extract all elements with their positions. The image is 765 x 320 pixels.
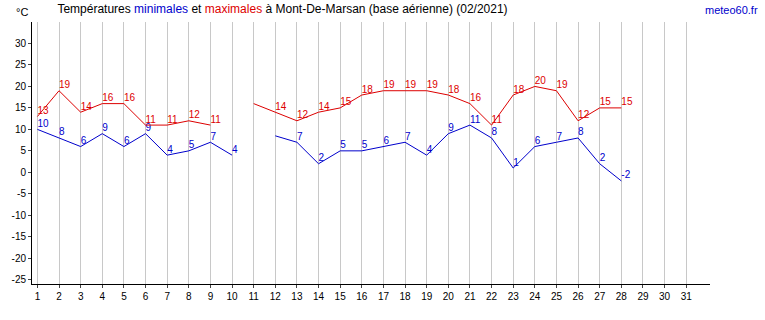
svg-text:meteo60.fr: meteo60.fr <box>705 4 758 16</box>
svg-text:15: 15 <box>335 291 347 302</box>
svg-text:25: 25 <box>15 59 27 70</box>
svg-text:4: 4 <box>167 144 173 155</box>
svg-text:12: 12 <box>297 109 309 120</box>
svg-text:10: 10 <box>226 291 238 302</box>
svg-text:16: 16 <box>102 92 114 103</box>
svg-text:7: 7 <box>210 131 216 142</box>
svg-text:8: 8 <box>492 126 498 137</box>
svg-text:15: 15 <box>621 96 633 107</box>
svg-text:0: 0 <box>20 167 26 178</box>
svg-text:9: 9 <box>146 122 152 133</box>
svg-text:19: 19 <box>421 291 433 302</box>
svg-text:5: 5 <box>121 291 127 302</box>
svg-text:14: 14 <box>81 101 93 112</box>
svg-text:15: 15 <box>600 96 612 107</box>
svg-text:4: 4 <box>100 291 106 302</box>
svg-text:1: 1 <box>35 291 41 302</box>
svg-text:20: 20 <box>443 291 455 302</box>
svg-text:-2: -2 <box>621 169 630 180</box>
svg-text:18: 18 <box>448 84 460 95</box>
svg-text:19: 19 <box>405 79 417 90</box>
svg-text:5: 5 <box>189 139 195 150</box>
svg-text:5: 5 <box>340 139 346 150</box>
svg-text:6: 6 <box>535 135 541 146</box>
svg-text:2: 2 <box>319 152 325 163</box>
svg-text:20: 20 <box>15 81 27 92</box>
svg-text:20: 20 <box>535 75 547 86</box>
svg-text:-5: -5 <box>17 188 26 199</box>
svg-text:3: 3 <box>78 291 84 302</box>
svg-text:13: 13 <box>37 105 49 116</box>
svg-text:6: 6 <box>383 135 389 146</box>
svg-text:7: 7 <box>405 131 411 142</box>
svg-text:°C: °C <box>16 6 28 18</box>
svg-text:14: 14 <box>313 291 325 302</box>
svg-text:19: 19 <box>383 79 395 90</box>
svg-text:24: 24 <box>529 291 541 302</box>
svg-text:14: 14 <box>319 101 331 112</box>
svg-text:16: 16 <box>356 291 368 302</box>
svg-text:-15: -15 <box>12 231 27 242</box>
svg-text:Températures minimales et maxi: Températures minimales et maximales à Mo… <box>57 2 507 16</box>
svg-text:9: 9 <box>208 291 214 302</box>
svg-text:11: 11 <box>248 291 259 302</box>
svg-text:-25: -25 <box>12 274 27 285</box>
svg-text:21: 21 <box>464 291 476 302</box>
svg-text:12: 12 <box>270 291 282 302</box>
svg-text:31: 31 <box>681 291 693 302</box>
svg-text:7: 7 <box>164 291 170 302</box>
svg-text:15: 15 <box>340 96 352 107</box>
svg-text:6: 6 <box>81 135 87 146</box>
svg-text:18: 18 <box>513 84 525 95</box>
svg-text:16: 16 <box>470 92 482 103</box>
svg-text:6: 6 <box>143 291 149 302</box>
svg-text:-20: -20 <box>12 253 27 264</box>
svg-text:30: 30 <box>659 291 671 302</box>
svg-text:10: 10 <box>15 124 27 135</box>
svg-text:2: 2 <box>56 291 62 302</box>
svg-text:28: 28 <box>616 291 628 302</box>
svg-text:29: 29 <box>637 291 649 302</box>
svg-text:18: 18 <box>362 84 374 95</box>
svg-text:8: 8 <box>59 126 65 137</box>
svg-text:9: 9 <box>448 122 454 133</box>
svg-text:11: 11 <box>492 114 503 125</box>
svg-text:7: 7 <box>556 131 562 142</box>
svg-text:19: 19 <box>556 79 568 90</box>
svg-text:22: 22 <box>486 291 498 302</box>
svg-text:12: 12 <box>578 109 590 120</box>
svg-text:27: 27 <box>594 291 606 302</box>
svg-text:5: 5 <box>362 139 368 150</box>
svg-text:19: 19 <box>427 79 439 90</box>
svg-text:2: 2 <box>600 152 606 163</box>
svg-text:11: 11 <box>210 114 221 125</box>
svg-text:18: 18 <box>399 291 411 302</box>
svg-text:11: 11 <box>146 114 157 125</box>
svg-text:30: 30 <box>15 38 27 49</box>
svg-text:8: 8 <box>578 126 584 137</box>
svg-text:23: 23 <box>508 291 520 302</box>
svg-text:7: 7 <box>297 131 303 142</box>
svg-text:9: 9 <box>102 122 108 133</box>
svg-text:4: 4 <box>427 144 433 155</box>
svg-text:10: 10 <box>37 118 49 129</box>
svg-text:6: 6 <box>124 135 130 146</box>
svg-text:14: 14 <box>275 101 287 112</box>
svg-text:16: 16 <box>124 92 136 103</box>
svg-text:8: 8 <box>186 291 192 302</box>
svg-text:4: 4 <box>232 144 238 155</box>
svg-text:5: 5 <box>20 145 26 156</box>
svg-text:15: 15 <box>15 102 27 113</box>
svg-text:13: 13 <box>291 291 303 302</box>
svg-text:25: 25 <box>551 291 563 302</box>
svg-text:19: 19 <box>59 79 71 90</box>
svg-text:12: 12 <box>189 109 201 120</box>
svg-text:11: 11 <box>167 114 178 125</box>
svg-text:26: 26 <box>573 291 585 302</box>
svg-text:11: 11 <box>470 114 481 125</box>
svg-text:17: 17 <box>378 291 390 302</box>
svg-text:1: 1 <box>513 157 519 168</box>
svg-text:-10: -10 <box>12 210 27 221</box>
